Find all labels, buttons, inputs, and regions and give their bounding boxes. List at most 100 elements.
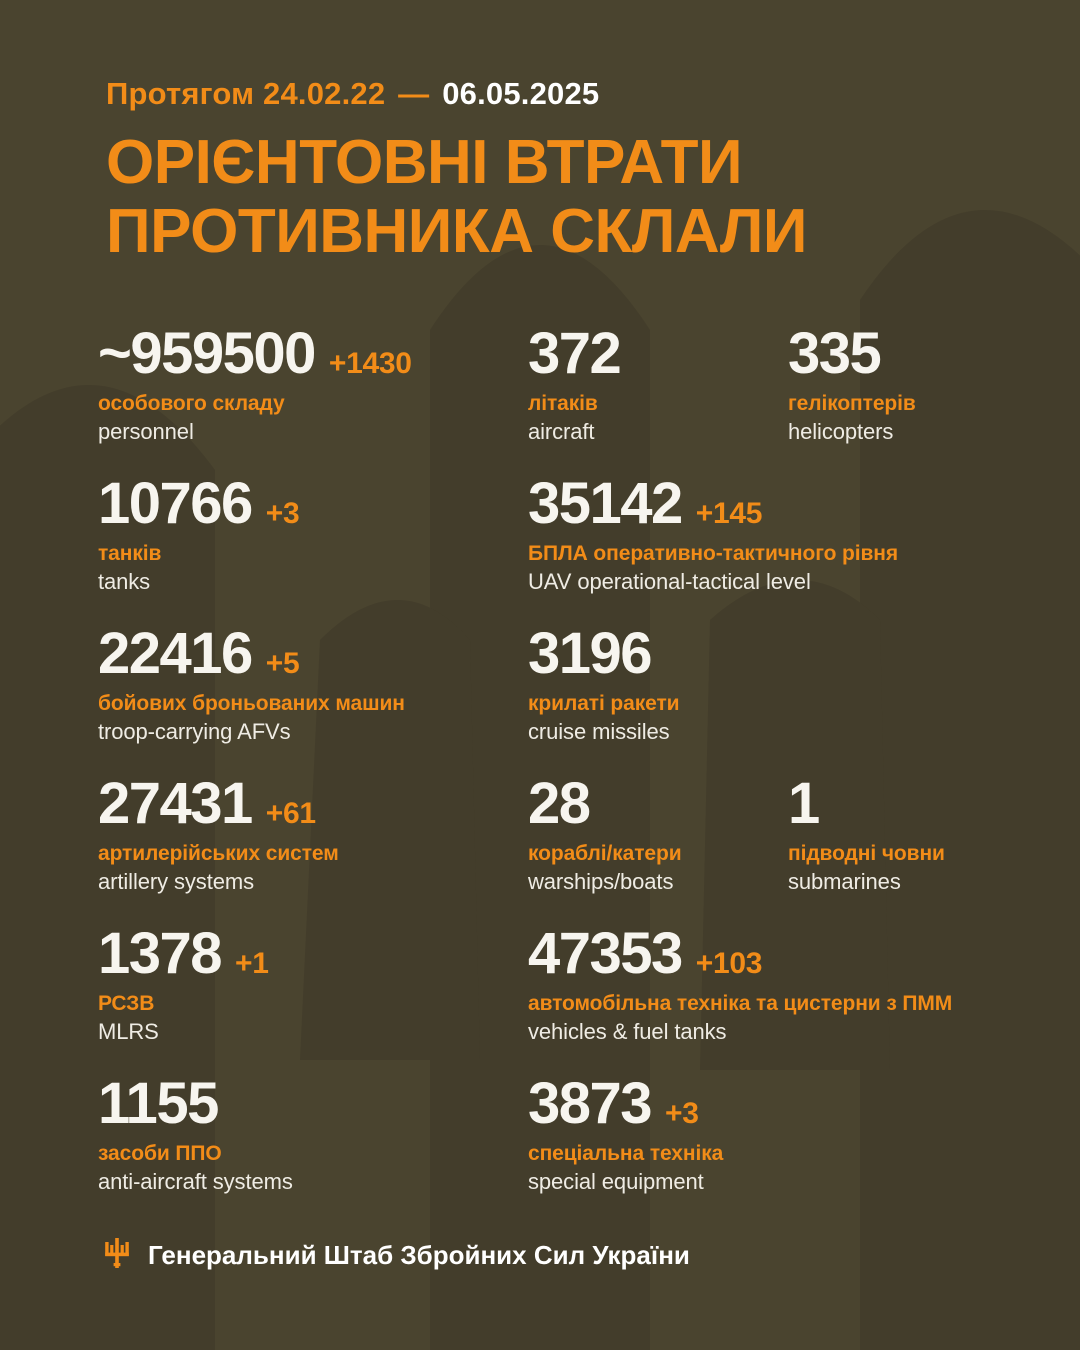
page-title-line-1: ОРІЄНТОВНІ ВТРАТИ <box>106 128 743 197</box>
stat-label-en: aircraft <box>528 419 595 444</box>
background-arch-right <box>860 210 1080 1350</box>
stat-submarines: 1 підводні човни submarines <box>788 775 945 895</box>
stat-label-ua: артилерійських систем <box>98 842 339 865</box>
stat-value-line: ~959500 +1430 <box>98 325 412 383</box>
background-arch-left <box>0 385 215 1350</box>
stat-label-ua: РСЗВ <box>98 992 155 1015</box>
stat-label-ua: особового складу <box>98 392 285 415</box>
stat-aircraft: 372 літаків aircraft <box>528 321 622 445</box>
ukraine-trident-icon <box>105 1238 129 1268</box>
stat-value: 35142 <box>528 471 683 536</box>
stats-row: 27431 +61 артилерійських систем artiller… <box>0 775 1080 925</box>
stat-uav: 35142 +145 БПЛА оперативно-тактичного рі… <box>528 475 898 595</box>
stat-delta: +145 <box>695 497 763 530</box>
stat-label-en: cruise missiles <box>528 719 670 744</box>
stat-label-en: troop-carrying AFVs <box>98 719 291 744</box>
stat-value-line: 47353 +103 <box>528 925 952 983</box>
stats-row: 22416 +5 бойових броньованих машин troop… <box>0 625 1080 775</box>
stat-special-equipment: 3873 +3 спеціальна техніка special equip… <box>528 1075 723 1195</box>
stat-value: 28 <box>528 771 591 836</box>
background-arch-inner-left <box>300 600 480 1060</box>
stat-label-en: personnel <box>98 419 194 444</box>
stat-personnel: ~959500 +1430 особового складу personnel <box>98 325 412 445</box>
background-arch-group <box>0 210 1080 1350</box>
stat-value-line: 3196 <box>528 625 679 683</box>
stat-value-line: 22416 +5 <box>98 625 405 683</box>
stat-label-en: submarines <box>788 869 901 894</box>
stat-delta: +1430 <box>328 347 412 380</box>
stat-value-line: 28 <box>528 775 682 833</box>
stat-label-ua: гелікоптерів <box>788 392 916 415</box>
stat-value: ~959500 <box>98 321 316 386</box>
stat-label-en: helicopters <box>788 419 894 444</box>
stat-anti-aircraft: 1155 засоби ППО anti-aircraft systems <box>98 1075 293 1195</box>
stat-value-line: 27431 +61 <box>98 775 339 833</box>
stat-vehicles-fuel-tanks: 47353 +103 автомобільна техніка та цисте… <box>528 925 952 1045</box>
stat-delta: +3 <box>265 497 300 530</box>
stat-value-line: 1 <box>788 775 945 833</box>
stat-label-ua: спеціальна техніка <box>528 1142 724 1165</box>
stat-value: 1 <box>788 771 820 836</box>
stat-value-line: 335 <box>788 325 916 383</box>
stat-value: 1155 <box>98 1071 219 1136</box>
stat-tanks: 10766 +3 танків tanks <box>98 471 300 595</box>
stat-label-ua: підводні човни <box>788 842 945 865</box>
stat-label-en: anti-aircraft systems <box>98 1169 293 1194</box>
stat-value: 47353 <box>528 921 683 986</box>
stat-label-ua: літаків <box>528 392 598 415</box>
stat-delta: +5 <box>265 647 300 680</box>
stat-warships: 28 кораблі/катери warships/boats <box>528 775 682 895</box>
stat-value: 22416 <box>98 621 253 686</box>
stat-label-en: UAV operational-tactical level <box>528 569 811 594</box>
stat-value: 335 <box>788 321 882 386</box>
stats-row: 1378 +1 РСЗВ MLRS 47353 +103 автомобільн… <box>0 925 1080 1075</box>
stat-label-ua: автомобільна техніка та цистерни з ПММ <box>528 992 953 1015</box>
stat-label-en: special equipment <box>528 1169 704 1194</box>
background-arch-inner-right <box>700 580 890 1070</box>
stat-label-ua: БПЛА оперативно-тактичного рівня <box>528 542 899 565</box>
stat-value-line: 3873 +3 <box>528 1075 723 1133</box>
date-range: Протягом 24.02.22 — 06.05.2025 <box>106 76 599 112</box>
stat-artillery: 27431 +61 артилерійських систем artiller… <box>98 775 339 895</box>
stat-value: 3196 <box>528 621 653 686</box>
stat-delta: +1 <box>235 947 269 980</box>
stat-delta: +3 <box>665 1097 699 1130</box>
date-start: 24.02.22 <box>263 76 386 111</box>
stats-row: 10766 +3 танків tanks 35142 +145 БПЛА оп… <box>0 475 1080 625</box>
date-end: 06.05.2025 <box>442 76 600 111</box>
page-title-line-2: ПРОТИВНИКА СКЛАЛИ <box>106 197 807 267</box>
stat-label-ua: бойових броньованих машин <box>98 692 405 715</box>
date-dash: — <box>398 76 430 111</box>
stat-value: 3873 <box>528 1071 653 1136</box>
stat-label-en: vehicles & fuel tanks <box>528 1019 727 1044</box>
stats-grid: ~959500 +1430 особового складу personnel… <box>0 325 1080 1225</box>
stat-value: 1378 <box>98 921 223 986</box>
stat-helicopters: 335 гелікоптерів helicopters <box>788 325 916 445</box>
stat-label-ua: засоби ППО <box>98 1142 222 1165</box>
stat-label-en: MLRS <box>98 1019 159 1044</box>
stat-value: 372 <box>528 321 622 386</box>
stat-cruise-missiles: 3196 крилаті ракети cruise missiles <box>528 625 680 745</box>
stat-afv: 22416 +5 бойових броньованих машин troop… <box>98 625 405 745</box>
stat-label-ua: крилаті ракети <box>528 692 680 715</box>
stat-value: 10766 <box>98 471 253 536</box>
stat-delta: +103 <box>695 947 763 980</box>
page-title: ОРІЄНТОВНІ ВТРАТИ ПРОТИВНИКА СКЛАЛИ <box>106 128 807 267</box>
stat-label-ua: танків <box>98 542 162 565</box>
stat-mlrs: 1378 +1 РСЗВ MLRS <box>98 925 269 1045</box>
footer: Генеральний Штаб Збройних Сил України <box>104 1238 690 1272</box>
stat-label-en: artillery systems <box>98 869 254 894</box>
stat-value-line: 1378 +1 <box>98 925 269 983</box>
stat-label-ua: кораблі/катери <box>528 842 682 865</box>
stats-row: 1155 засоби ППО anti-aircraft systems 38… <box>0 1075 1080 1225</box>
background-arch-center <box>430 245 650 1350</box>
stat-value-line: 35142 +145 <box>528 475 898 533</box>
footer-text: Генеральний Штаб Збройних Сил України <box>148 1239 690 1270</box>
stat-value: 27431 <box>98 771 253 836</box>
stat-value-line: 372 <box>528 321 622 386</box>
stat-label-en: tanks <box>98 569 151 594</box>
stat-delta: +61 <box>265 797 316 830</box>
stat-value-line: 1155 <box>98 1075 293 1133</box>
